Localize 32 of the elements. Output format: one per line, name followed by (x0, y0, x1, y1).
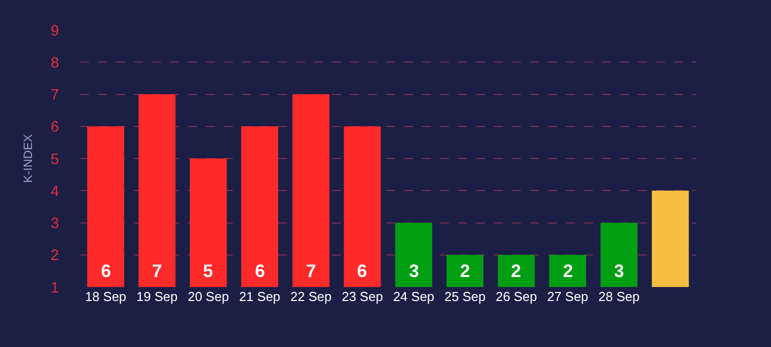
x-tick-label: 22 Sep (290, 289, 332, 304)
y-tick-label: 9 (50, 22, 59, 40)
y-tick-label: 6 (50, 118, 59, 136)
y-tick-label: 2 (50, 247, 59, 264)
y-tick-label: 8 (50, 54, 59, 72)
x-tick-label: 26 Sep (496, 289, 537, 304)
x-tick-label: 28 Sep (598, 289, 640, 304)
data-label: 6 (101, 261, 112, 281)
data-label: 5 (203, 261, 214, 281)
data-label: 7 (152, 261, 162, 281)
y-axis-title: K-INDEX (20, 134, 35, 183)
data-label: 7 (306, 261, 316, 281)
x-tick-label: 27 Sep (547, 289, 588, 304)
data-label: 2 (511, 261, 522, 281)
data-label: 2 (563, 261, 574, 281)
x-tick-label: 24 Sep (393, 289, 434, 304)
data-label: 6 (357, 261, 368, 281)
y-tick-label: 4 (50, 182, 59, 200)
x-tick-label: 19 Sep (136, 289, 178, 304)
data-label: 3 (409, 261, 420, 281)
y-tick-label: 7 (50, 86, 59, 104)
data-label: 3 (614, 261, 624, 281)
x-tick-label: 20 Sep (188, 289, 229, 304)
y-tick-label: 1 (50, 279, 59, 296)
x-tick-label: 21 Sep (239, 289, 280, 304)
x-tick-label: 23 Sep (342, 289, 383, 304)
y-tick-label: 5 (50, 150, 59, 168)
y-tick-label: 3 (50, 215, 59, 232)
x-tick-label: 18 Sep (85, 289, 126, 304)
x-tick-label: 25 Sep (444, 289, 486, 304)
data-label: 2 (460, 261, 470, 281)
data-label: 6 (255, 261, 266, 281)
